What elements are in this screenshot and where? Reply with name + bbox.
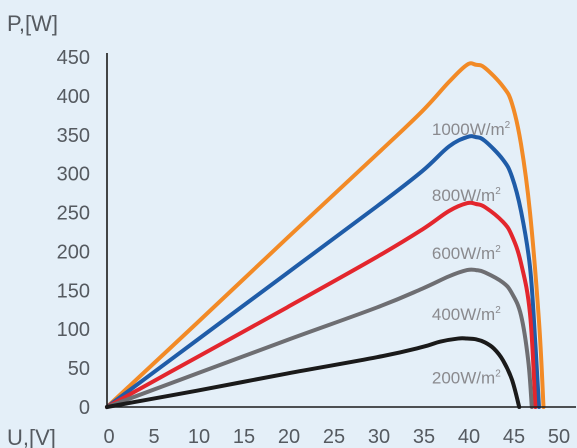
y-axis-title: P,[W] [7,11,58,36]
x-tick-label-30: 30 [368,426,390,448]
y-tick-label-50: 50 [68,358,90,380]
x-axis-title: U,[V] [7,425,56,448]
x-tick-label-5: 5 [148,426,159,448]
irradiance-label-1: 1000W/m2 [432,120,511,139]
series-line-3 [105,200,538,409]
series-line-2 [105,134,541,409]
x-tick-label-40: 40 [458,426,480,448]
x-tick-label-0: 0 [103,426,114,448]
x-tick-labels: 0 5 10 15 20 25 30 35 40 45 50 [103,426,570,448]
y-tick-label-150: 150 [57,280,90,302]
y-tick-label-350: 350 [57,125,90,147]
series-line-4 [105,267,534,409]
irradiance-label-4: 400W/m2 [432,305,501,324]
x-tick-label-45: 45 [503,426,525,448]
y-tick-label-300: 300 [57,164,90,186]
y-tick-label-100: 100 [57,319,90,341]
x-tick-label-15: 15 [233,426,255,448]
y-tick-label-250: 250 [57,203,90,225]
irradiance-labels: 1000W/m2 800W/m2 600W/m2 400W/m2 200W/m2 [432,120,511,388]
irradiance-label-5: 200W/m2 [432,369,501,388]
y-tick-label-450: 450 [57,47,90,69]
axes [106,53,576,408]
x-tick-label-20: 20 [278,426,300,448]
irradiance-label-2: 800W/m2 [432,186,501,205]
series-line-5 [105,336,522,409]
series-line-1 [105,61,546,409]
y-tick-label-400: 400 [57,86,90,108]
y-tick-label-200: 200 [57,241,90,263]
irradiance-label-3: 600W/m2 [432,244,501,263]
series-lines [105,61,546,409]
y-tick-labels: 0 50 100 150 200 250 300 350 400 450 [57,47,90,419]
x-tick-label-50: 50 [548,426,570,448]
x-tick-label-25: 25 [323,426,345,448]
x-tick-label-35: 35 [413,426,435,448]
x-tick-label-10: 10 [188,426,210,448]
y-tick-label-0: 0 [79,397,90,419]
